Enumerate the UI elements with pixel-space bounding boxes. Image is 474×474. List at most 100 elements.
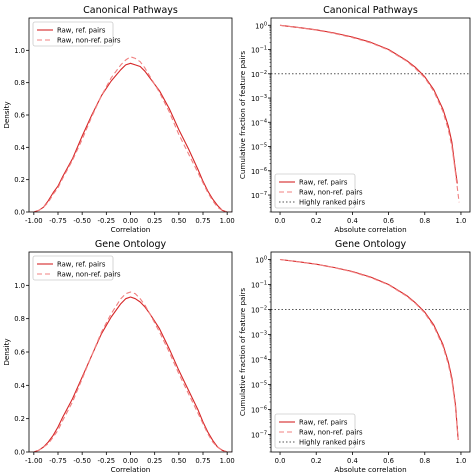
y-tick-label: 1.0	[14, 47, 25, 55]
y-tick-label: 10−1	[251, 281, 267, 290]
chart-panel-4: Gene Ontology 0.0 0.2 0.4 0.6 0.8 1.0 Absolute …	[238, 239, 471, 474]
series-line	[279, 258, 459, 441]
y-tick-label: 0.8	[14, 315, 25, 323]
series-line	[29, 62, 232, 212]
y-tick-label: 0.0	[14, 209, 25, 217]
y-tick-label: 0.6	[14, 349, 25, 357]
y-tick-exponent: −6	[260, 167, 267, 173]
y-tick-label: 0.4	[14, 382, 25, 390]
x-axis-label: Correlation	[111, 465, 151, 474]
y-tick-label: 10−3	[251, 94, 267, 103]
x-tick-label: 0.8	[419, 217, 430, 225]
x-tick-label: -1.00	[25, 457, 43, 465]
x-tick-label: 0.50	[171, 217, 186, 225]
legend-label: Raw, ref. pairs	[57, 27, 106, 35]
y-tick-exponent: 0	[264, 21, 267, 27]
legend-label: Raw, ref. pairs	[299, 419, 348, 427]
legend-label: Raw, non-ref. pairs	[57, 37, 121, 45]
legend: Raw, ref. pairs Raw, non-ref. pairs Highly…	[274, 413, 365, 449]
axes-frame	[28, 251, 233, 453]
y-tick-label: 10−7	[251, 431, 267, 440]
y-tick-exponent: −4	[260, 118, 267, 124]
y-tick-label: 10−2	[251, 306, 267, 315]
y-tick-label: 10−1	[251, 46, 267, 55]
x-tick-label: -0.75	[49, 457, 67, 465]
x-axis-label: Absolute correlation	[334, 225, 406, 234]
x-tick-label: 0.00	[123, 457, 138, 465]
x-tick-label: 0.2	[311, 217, 322, 225]
y-tick-label: 0.2	[14, 176, 25, 184]
chart-panel-1: Canonical Pathways -1.00 -0.75 -0.50 -0.25 0.…	[2, 5, 235, 234]
y-tick-exponent: −3	[260, 94, 267, 100]
y-tick-label: 10−4	[251, 356, 267, 365]
y-tick-label: 1.0	[14, 282, 25, 290]
x-tick-label: -1.00	[25, 217, 43, 225]
legend-label: Raw, ref. pairs	[57, 261, 106, 269]
x-tick-label: -0.50	[73, 457, 91, 465]
x-tick-label: 0.6	[383, 457, 394, 465]
axes-frame	[28, 17, 233, 213]
chart-title: Gene Ontology	[95, 239, 167, 250]
axes-frame	[270, 17, 471, 213]
x-tick-label: 0.0	[275, 457, 286, 465]
legend-label: Raw, ref. pairs	[299, 179, 348, 187]
y-tick-exponent: 0	[264, 256, 267, 262]
series-line	[29, 296, 232, 452]
x-tick-label: 0.50	[171, 457, 186, 465]
series-line	[279, 24, 458, 184]
x-tick-label: 0.25	[147, 457, 162, 465]
x-tick-label: 0.6	[383, 217, 394, 225]
x-tick-label: 0.8	[419, 457, 430, 465]
y-tick-label: 0.8	[14, 79, 25, 87]
y-tick-label: 10−4	[251, 118, 267, 127]
y-tick-label: 100	[255, 256, 267, 265]
legend-label: Raw, non-ref. pairs	[299, 189, 363, 197]
legend: Raw, ref. pairs Raw, non-ref. pairs Highly…	[274, 173, 365, 209]
x-tick-label: -0.50	[73, 217, 91, 225]
x-tick-label: -0.75	[49, 217, 67, 225]
legend-frame	[32, 21, 114, 47]
axes-frame	[270, 251, 471, 453]
y-tick-exponent: −1	[260, 281, 267, 287]
x-tick-label: -0.25	[98, 217, 116, 225]
x-tick-label: 0.25	[147, 217, 162, 225]
y-tick-label: 10−7	[251, 191, 267, 200]
y-tick-exponent: −7	[260, 191, 267, 197]
legend-label: Raw, non-ref. pairs	[299, 429, 363, 437]
y-tick-label: 10−6	[251, 167, 267, 176]
y-tick-label: 10−6	[251, 406, 267, 415]
legend-label: Highly ranked pairs	[299, 199, 365, 207]
y-axis-label: Cumulative fraction of feature pairs	[238, 288, 247, 417]
y-tick-label: 0.2	[14, 415, 25, 423]
y-tick-exponent: −5	[260, 381, 267, 387]
x-tick-label: 0.75	[195, 457, 210, 465]
y-tick-label: 10−3	[251, 331, 267, 340]
legend-label: Highly ranked pairs	[299, 439, 365, 447]
chart-title: Canonical Pathways	[83, 5, 178, 16]
y-tick-exponent: −1	[260, 46, 267, 52]
y-tick-exponent: −3	[260, 331, 267, 337]
x-tick-label: 0.2	[311, 457, 322, 465]
x-axis-label: Absolute correlation	[334, 465, 406, 474]
x-tick-label: 0.00	[123, 217, 138, 225]
y-tick-exponent: −2	[260, 306, 267, 312]
chart-panel-3: Gene Ontology -1.00 -0.75 -0.50 -0.25 0.00 0.2…	[2, 239, 235, 474]
y-tick-label: 0.6	[14, 112, 25, 120]
y-tick-exponent: −7	[260, 431, 267, 437]
x-tick-label: 0.75	[195, 217, 210, 225]
x-tick-label: 1.0	[456, 457, 467, 465]
x-tick-label: 0.4	[347, 457, 358, 465]
legend: Raw, ref. pairs Raw, non-ref. pairs	[32, 21, 121, 47]
y-axis-label: Density	[2, 338, 11, 366]
series-line	[279, 258, 459, 441]
legend: Raw, ref. pairs Raw, non-ref. pairs	[32, 255, 121, 281]
y-tick-exponent: −5	[260, 143, 267, 149]
x-tick-label: 1.00	[220, 457, 235, 465]
x-tick-label: 1.0	[456, 217, 467, 225]
y-tick-exponent: −4	[260, 356, 267, 362]
series-line	[29, 56, 232, 212]
x-axis-label: Correlation	[111, 225, 151, 234]
x-tick-label: 0.0	[275, 217, 286, 225]
y-axis-label: Cumulative fraction of feature pairs	[238, 51, 247, 180]
